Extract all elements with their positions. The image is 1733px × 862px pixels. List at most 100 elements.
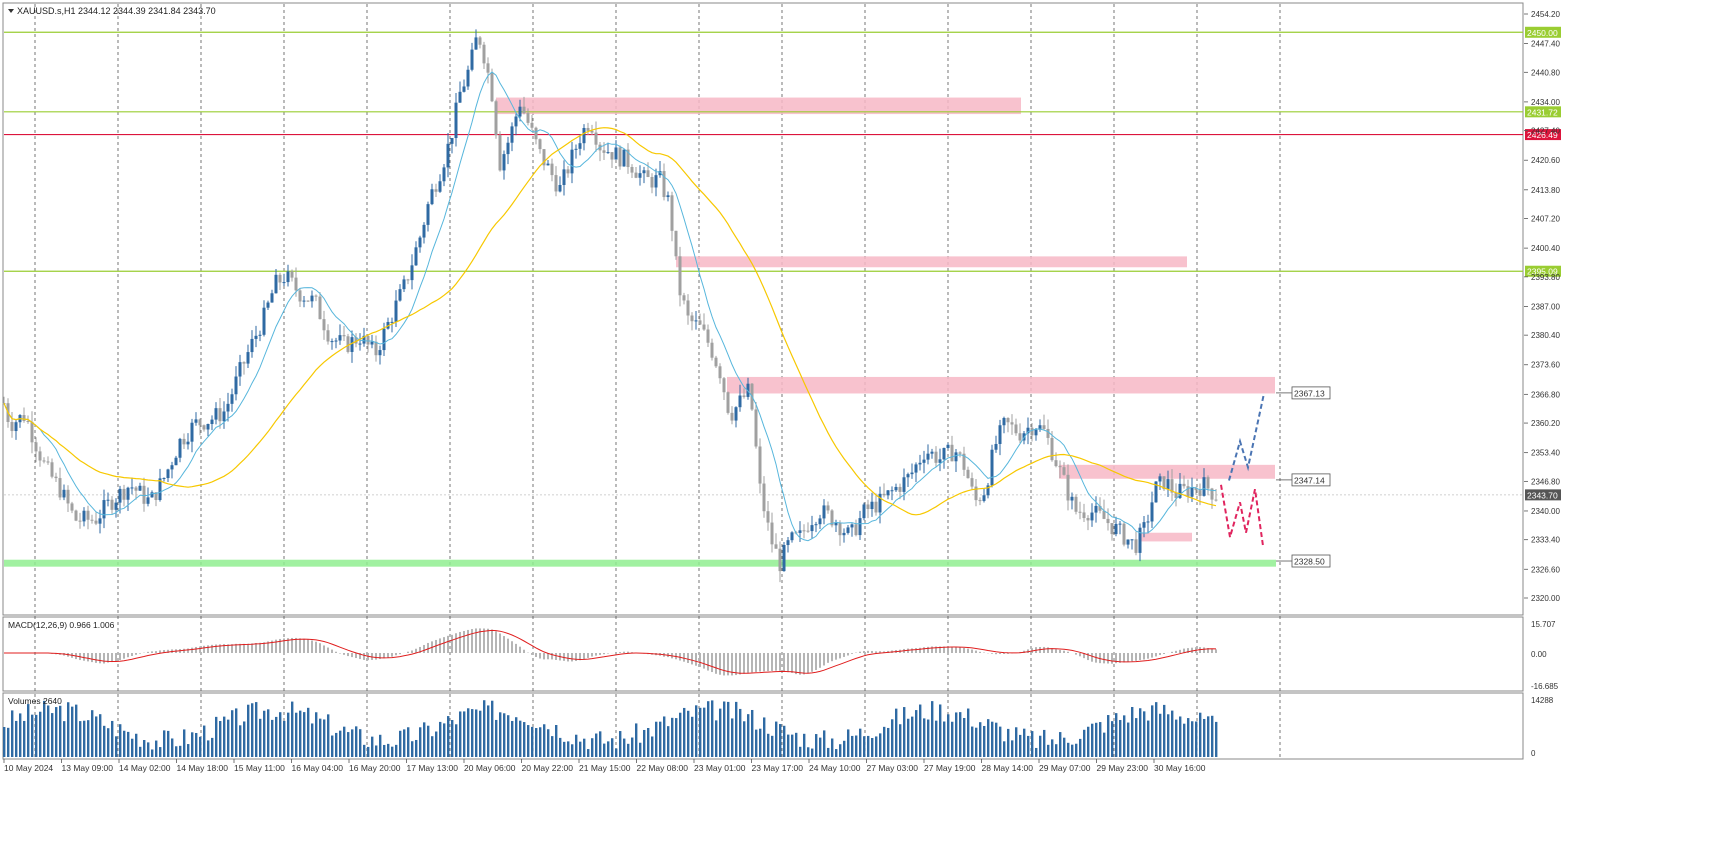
volume-bar (1163, 704, 1166, 757)
price-panel[interactable] (2, 2, 1524, 616)
volume-bar (903, 707, 906, 757)
price-zone (496, 97, 1021, 115)
volume-bar (391, 746, 394, 757)
volume-bar (71, 706, 74, 757)
candle-body (378, 350, 382, 356)
candle-body (1030, 427, 1034, 436)
volume-bar (279, 712, 282, 757)
volume-bar (795, 732, 798, 757)
candle-body (338, 335, 342, 341)
volume-bar (927, 719, 930, 757)
volume-bar (371, 736, 374, 757)
candle-body (778, 548, 782, 572)
volume-bar (663, 716, 666, 757)
price-tick-label: 2340.00 (1531, 507, 1560, 516)
candle-body (310, 295, 314, 302)
volume-bar (487, 705, 490, 757)
candle-body (1054, 460, 1058, 467)
volume-bar (427, 725, 430, 757)
candle-body (22, 415, 26, 421)
volume-bar (559, 737, 562, 757)
candle-body (1050, 437, 1054, 461)
ma-slow-line (3, 127, 1217, 516)
candle-body (738, 395, 742, 408)
candle-body (734, 407, 738, 421)
candle-body (106, 499, 110, 501)
price-zone (1141, 532, 1192, 542)
volume-bar (983, 725, 986, 757)
volume-bar (147, 742, 150, 757)
candle-body (410, 265, 414, 281)
volume-bar (847, 729, 850, 757)
candle-body (502, 154, 506, 171)
candle-body (506, 142, 510, 155)
candle-body (710, 342, 714, 358)
candle-body (130, 487, 134, 489)
price-tick-label: 2353.40 (1531, 449, 1560, 458)
candle-body (1162, 476, 1166, 490)
current-price-label: 2343.70 (1527, 490, 1558, 500)
candle-body (610, 152, 614, 160)
volume-bar (379, 734, 382, 757)
macd-tick-label: 0.00 (1531, 650, 1547, 659)
volume-bar (211, 737, 214, 757)
volume-bar (859, 728, 862, 757)
moving-averages (3, 71, 1217, 542)
volume-bar (603, 743, 606, 757)
candle-body (538, 139, 542, 150)
volume-bar (823, 730, 826, 757)
candle-body (398, 289, 402, 301)
candle-body (530, 122, 534, 128)
volume-bar (923, 718, 926, 757)
volume-bar (47, 705, 50, 757)
dropdown-triangle-icon[interactable] (8, 9, 14, 13)
volume-bar (395, 744, 398, 757)
candle-body (70, 503, 74, 511)
volume-bar (915, 710, 918, 757)
volume-bar (1127, 722, 1130, 757)
volume-bar (1191, 721, 1194, 757)
candle-body (570, 149, 574, 174)
volume-bar (1063, 737, 1066, 757)
candle-body (194, 419, 198, 423)
time-tick-label: 20 May 22:00 (522, 763, 574, 773)
price-tick-label: 2413.80 (1531, 186, 1560, 195)
candle-body (446, 143, 450, 168)
candle-body (858, 518, 862, 536)
time-tick-label: 10 May 2024 (4, 763, 53, 773)
volume-bar (23, 720, 26, 757)
candle-body (414, 247, 418, 266)
volume-bar (863, 736, 866, 757)
candle-body (142, 485, 146, 504)
volume-bar (743, 721, 746, 757)
volume-bar (335, 732, 338, 757)
volume-bar (311, 723, 314, 757)
volume-bar (1031, 731, 1034, 757)
volume-bar (35, 714, 38, 757)
candle-body (282, 282, 286, 284)
candle-body (562, 169, 566, 186)
candle-body (878, 493, 882, 513)
level-label: 2431.72 (1527, 107, 1558, 117)
volume-bar (679, 712, 682, 757)
volume-bar (119, 724, 122, 757)
volume-bar (1199, 712, 1202, 757)
volume-bar (363, 744, 366, 757)
volume-bar (107, 728, 110, 757)
volume-bar (623, 738, 626, 757)
volume-bar (43, 700, 46, 757)
candle-body (1106, 518, 1110, 524)
volume-bar (911, 716, 914, 757)
bearish-projection (1220, 484, 1264, 546)
volume-bar (19, 713, 22, 757)
volume-bar (1071, 744, 1074, 757)
volume-bar (775, 721, 778, 757)
volume-bar (1095, 722, 1098, 757)
candle-body (1098, 505, 1102, 511)
volume-bar (587, 749, 590, 757)
candle-body (810, 525, 814, 532)
volume-bar (659, 721, 662, 757)
volume-bar (175, 746, 178, 757)
volume-bar (179, 745, 182, 757)
